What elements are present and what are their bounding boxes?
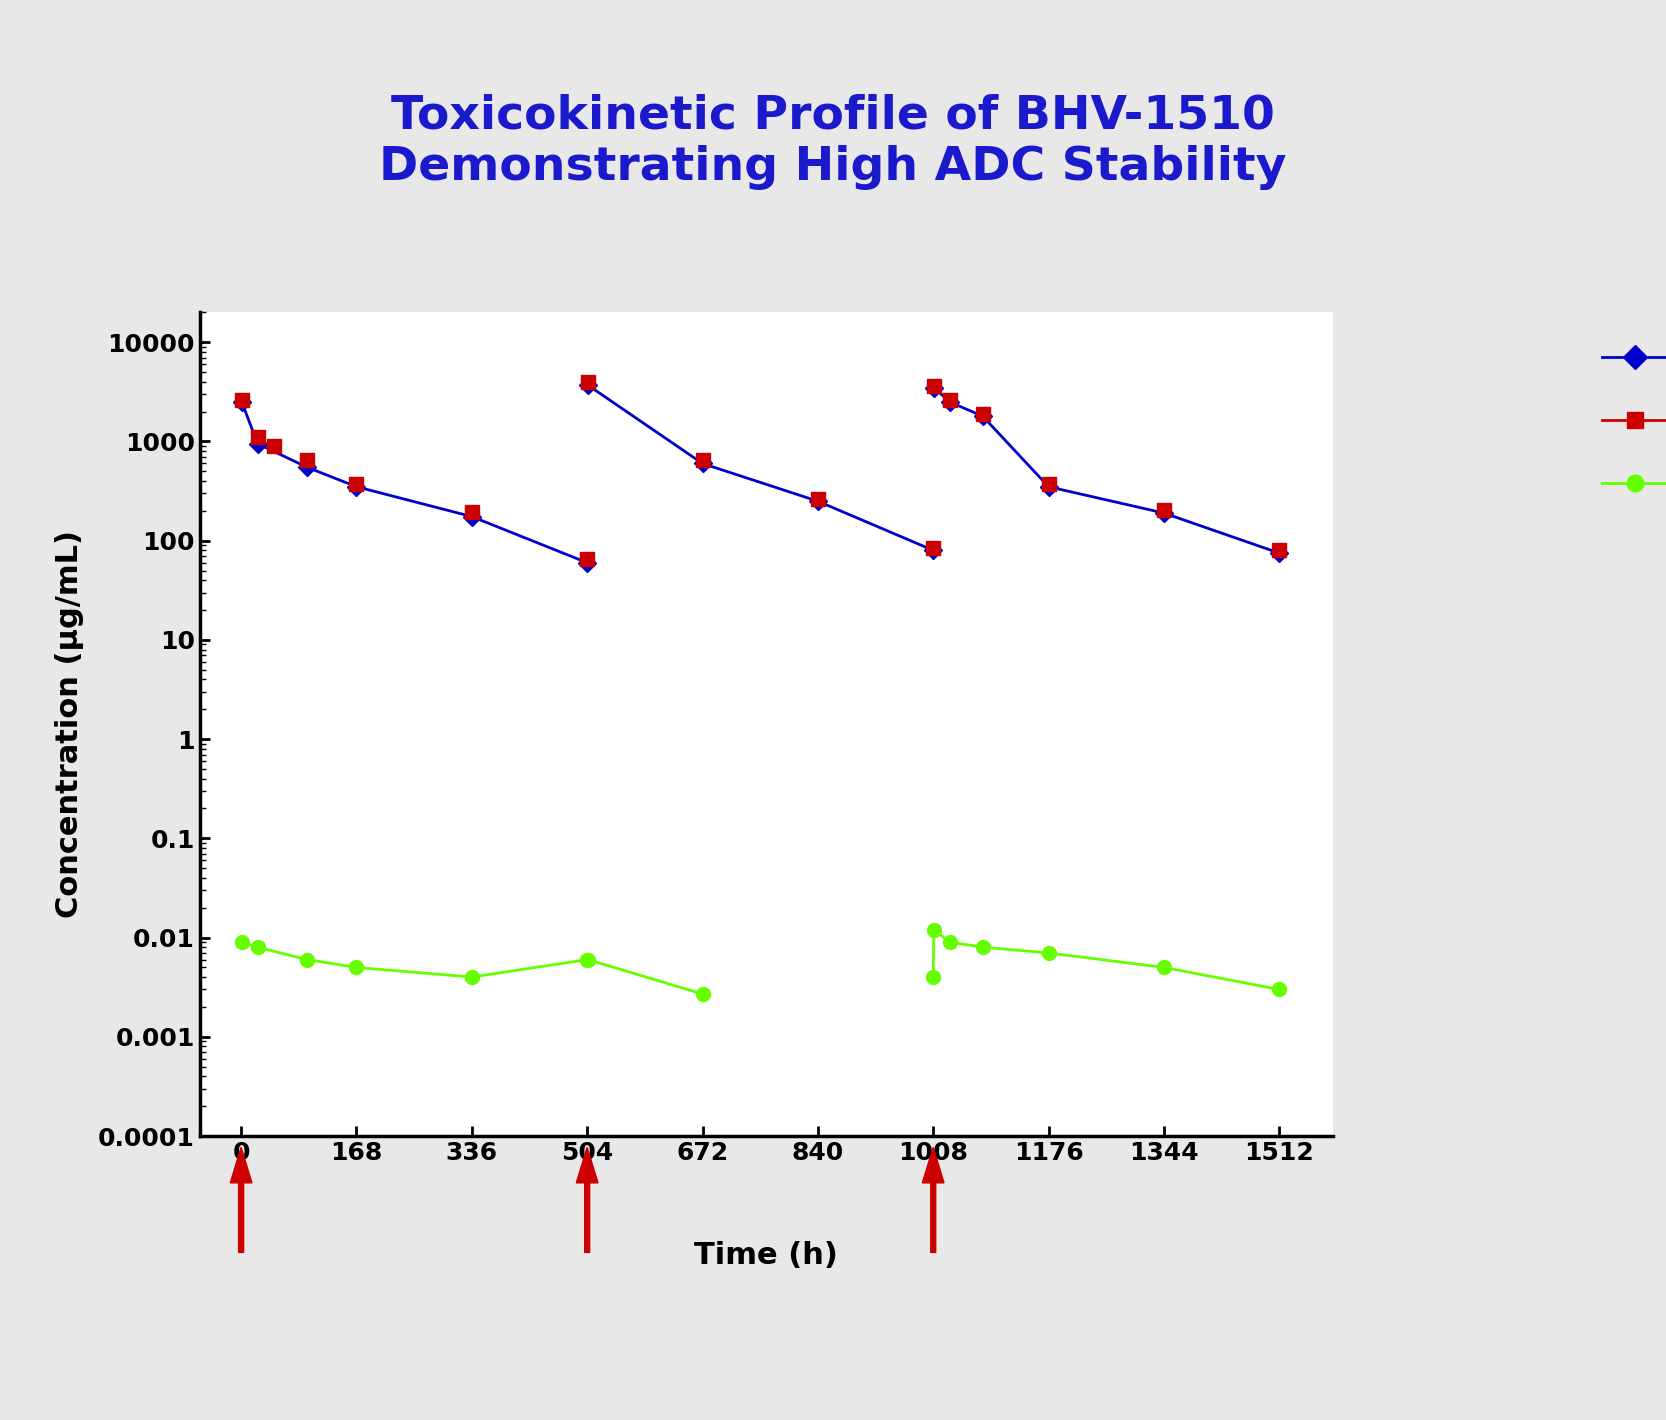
ADC xyxy=(232,393,252,410)
Topolx xyxy=(248,939,268,956)
ADC xyxy=(576,554,596,571)
Topolx xyxy=(297,951,317,968)
Point xyxy=(1035,473,1061,496)
TAb xyxy=(293,449,320,471)
Point xyxy=(1266,540,1293,562)
TAb xyxy=(245,426,272,449)
ADC xyxy=(297,459,317,476)
Topolx xyxy=(576,951,596,968)
Point xyxy=(920,537,946,559)
ADC xyxy=(248,435,268,452)
TAb xyxy=(262,435,288,457)
Point xyxy=(970,402,996,425)
TAb xyxy=(458,501,485,524)
Point xyxy=(921,375,948,398)
Topolx xyxy=(232,933,252,950)
ADC xyxy=(461,508,481,525)
TAb xyxy=(573,548,600,571)
Point xyxy=(1151,498,1178,521)
Topolx xyxy=(347,959,367,976)
Point xyxy=(575,371,601,393)
Point xyxy=(805,487,831,510)
Line: ADC: ADC xyxy=(235,396,593,569)
Y-axis label: Concentration (µg/mL): Concentration (µg/mL) xyxy=(55,530,85,919)
Line: Topolx: Topolx xyxy=(235,936,595,984)
ADC xyxy=(347,479,367,496)
Legend: ADC, TAb, Topolx: ADC, TAb, Topolx xyxy=(1589,329,1666,514)
Topolx xyxy=(461,968,481,985)
TAb xyxy=(228,389,255,412)
X-axis label: Time (h): Time (h) xyxy=(695,1241,838,1271)
Text: Toxicokinetic Profile of BHV-1510
Demonstrating High ADC Stability: Toxicokinetic Profile of BHV-1510 Demons… xyxy=(380,94,1286,190)
Point xyxy=(936,389,963,412)
TAb xyxy=(343,473,370,496)
Point xyxy=(690,449,716,471)
